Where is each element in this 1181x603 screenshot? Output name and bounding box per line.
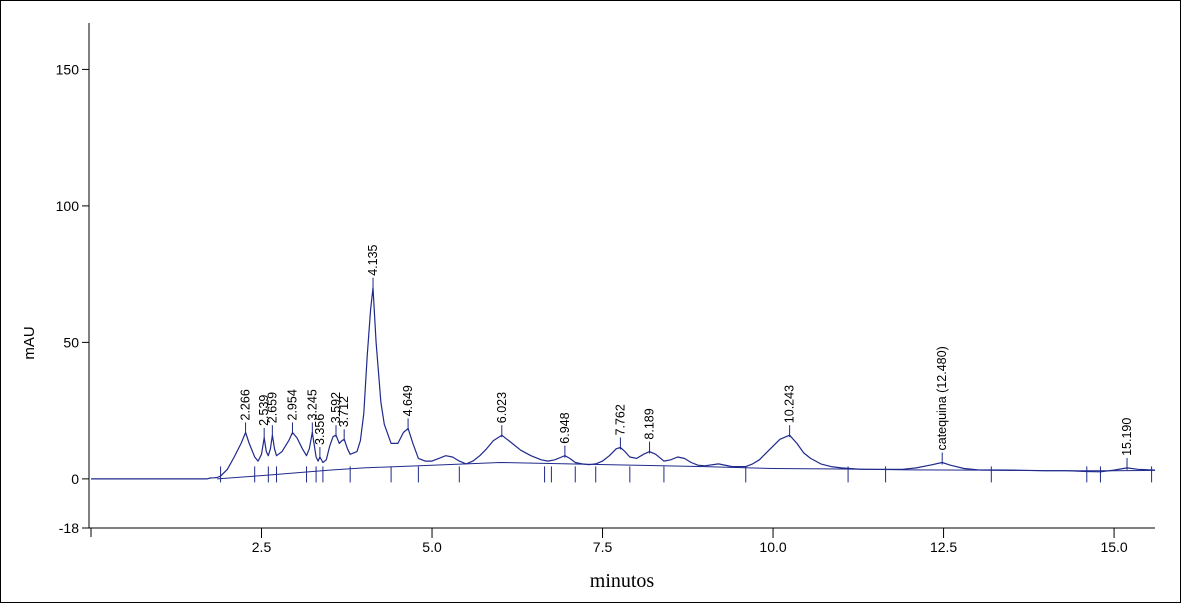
peak-label-10: 6.023 xyxy=(495,392,509,423)
x-tick-label-1: 5.0 xyxy=(422,539,442,555)
x-ticks: 2.5 5.0 7.5 10.0 12.5 15.0 xyxy=(252,528,1128,555)
peak-label-4: 3.245 xyxy=(305,389,319,420)
integration-marks-layer xyxy=(220,466,1153,483)
y-tick-label-2: 50 xyxy=(63,334,79,350)
chromatogram-trace xyxy=(91,287,1156,480)
x-tick-label-0: 2.5 xyxy=(252,539,272,555)
peak-label-3: 2.954 xyxy=(286,389,300,420)
peak-label-1: 2.539 xyxy=(257,395,271,426)
y-tick-label-4: 150 xyxy=(56,61,80,77)
y-tick-label-0: -18 xyxy=(59,520,79,536)
x-tick-label-5: 15.0 xyxy=(1100,539,1127,555)
peak-label-8: 4.135 xyxy=(366,244,380,275)
x-tick-label-3: 10.0 xyxy=(759,539,786,555)
x-axis-title: minutos xyxy=(590,570,655,592)
peak-label-16: 15.190 xyxy=(1120,418,1134,456)
peak-label-5: 3.356 xyxy=(313,414,327,445)
axes xyxy=(88,23,1155,537)
peak-label-6: 3.592 xyxy=(329,392,343,423)
peak-label-0: 2.266 xyxy=(239,389,253,420)
peak-label-13: 8.189 xyxy=(643,408,657,439)
y-axis-title: mAU xyxy=(21,326,38,359)
x-tick-label-4: 12.5 xyxy=(930,539,957,555)
y-tick-label-1: 0 xyxy=(71,471,79,487)
peak-label-2: 2.659 xyxy=(265,392,279,423)
peak-label-11: 6.948 xyxy=(558,412,572,443)
x-tick-label-2: 7.5 xyxy=(593,539,613,555)
peak-label-14: 10.243 xyxy=(783,385,797,423)
y-ticks: -18 0 50 100 150 xyxy=(56,61,89,536)
y-tick-label-3: 100 xyxy=(56,198,80,214)
peak-label-15: catequina (12.480) xyxy=(935,346,949,450)
peak-label-7: 3.712 xyxy=(337,396,351,427)
peak-label-12: 7.762 xyxy=(613,404,627,435)
peak-label-9: 4.649 xyxy=(401,385,415,416)
trace-layer xyxy=(91,287,1156,480)
